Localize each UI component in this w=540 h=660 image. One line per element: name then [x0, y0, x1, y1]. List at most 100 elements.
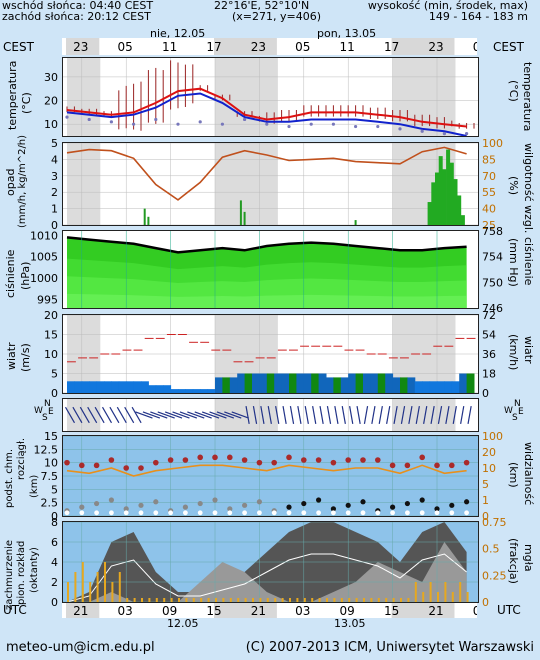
- day2-label: pon, 13.05: [317, 27, 377, 40]
- compass-letter-right: W: [504, 406, 513, 416]
- top-hour-label: 17: [206, 40, 221, 54]
- tick-label: 20: [44, 309, 58, 322]
- wind-speed-bar: [340, 377, 349, 393]
- sunset-text: zachód słońca: 20:12 CEST: [2, 10, 151, 23]
- tick-label: 1: [482, 494, 489, 507]
- wind-speed-bar: [459, 373, 468, 393]
- precip-type-bar: [244, 598, 247, 602]
- low-cloud-dot: [316, 510, 321, 516]
- wind-panel: [62, 314, 479, 394]
- wind-speed-bar: [192, 389, 201, 393]
- tick-label: 0: [482, 510, 489, 523]
- precip-type-bar: [104, 562, 106, 602]
- wind-speed-bar: [451, 381, 460, 393]
- wind-speed-bar: [118, 381, 127, 393]
- precip-type-bar: [89, 582, 92, 602]
- wind-speed-bar: [333, 377, 342, 393]
- cloud-base-dot: [94, 500, 100, 507]
- wind-speed-bar: [133, 381, 142, 393]
- cloud-base-dot: [345, 502, 351, 508]
- precip-type-bar: [111, 582, 114, 602]
- wind-speed-bar: [444, 381, 453, 393]
- dewpoint-point: [154, 117, 158, 122]
- tick-label: 0.25: [482, 569, 507, 582]
- tick-label: 6: [51, 536, 58, 549]
- dewpoint-point: [309, 122, 313, 126]
- visibility-line: [66, 464, 467, 477]
- wind-speed-bar: [81, 381, 90, 393]
- cloudiness-ylabel-left-unit: (oktanty): [29, 547, 40, 593]
- tick-label: 85: [482, 153, 496, 166]
- tick-label: 18: [482, 368, 496, 381]
- cloud-top-dot: [256, 459, 263, 466]
- top-hour-label: 11: [162, 40, 177, 54]
- wind-speed-bar: [222, 377, 231, 393]
- wind-direction-arrow: [408, 406, 413, 424]
- wind-speed-bar: [207, 389, 216, 393]
- wind-direction-arrow: [437, 406, 443, 424]
- wind-direction-arrow: [275, 406, 280, 424]
- cloud-base-dot: [242, 502, 248, 508]
- wind-speed-bar: [385, 373, 394, 393]
- cloud-top-dot: [212, 454, 218, 461]
- wind-speed-bar: [437, 381, 445, 393]
- low-cloud-dot: [286, 510, 292, 516]
- low-cloud-dot: [79, 510, 85, 516]
- cloudiness-ylabel-left: zachmurzenie: [4, 539, 15, 610]
- tick-label: 4: [51, 556, 58, 569]
- wind-speed-bar: [318, 373, 327, 393]
- precip-bar: [143, 208, 146, 225]
- wind-direction-arrow: [116, 406, 127, 424]
- wind-speed-bar: [296, 373, 305, 393]
- top-hour-label: 05: [295, 40, 310, 54]
- day1-label: nie, 12.05: [150, 27, 206, 40]
- wind-direction-arrow: [224, 411, 242, 419]
- low-cloud-dot: [242, 510, 248, 516]
- dewpoint-point: [398, 127, 402, 131]
- wind-speed-bar: [148, 385, 157, 393]
- visibility-ylabel-right: widzialność: [522, 442, 535, 506]
- top-hour-label: 23: [428, 40, 443, 54]
- cloud-top-dot: [197, 454, 203, 461]
- cloud-top-dot: [449, 462, 455, 469]
- wind-speed-bar: [229, 377, 238, 393]
- precip-bar: [446, 149, 451, 225]
- tick-label: 1005: [30, 251, 58, 264]
- wind-direction-arrow: [349, 406, 354, 424]
- precip-type-bar: [377, 598, 380, 602]
- dewpoint-point: [465, 132, 469, 136]
- precip-bar: [427, 202, 432, 225]
- temp-ylabel-right: temperatura: [521, 62, 534, 132]
- precipitation-panel: [62, 142, 479, 226]
- tick-label: 0: [482, 596, 489, 609]
- precip-type-bar: [222, 598, 225, 602]
- cloud-base-dot: [138, 502, 144, 508]
- tick-label: 12.5: [34, 443, 59, 456]
- bottom-hour-label: 21: [428, 604, 443, 618]
- footer-email[interactable]: meteo-um@icm.edu.pl: [6, 640, 155, 655]
- wind-direction-arrow: [142, 411, 161, 419]
- precip-type-bar: [274, 598, 277, 602]
- footer-copyright: (C) 2007-2013 ICM, Uniwersytet Warszawsk…: [245, 640, 534, 655]
- wind-direction-arrow: [334, 406, 339, 424]
- tick-label: 40: [482, 203, 496, 216]
- low-cloud-area: [67, 542, 467, 602]
- axis-night-band: [66, 603, 100, 618]
- wind-speed-bar: [414, 381, 423, 393]
- tz-top-left: CEST: [3, 40, 34, 54]
- wind-direction-arrow: [356, 406, 361, 424]
- compass-letter-left: N: [44, 399, 51, 409]
- tick-label: 1: [51, 203, 58, 216]
- wind-speed-bar: [185, 389, 194, 393]
- cloud-base-dot: [108, 497, 114, 503]
- top-hour-label: 23: [251, 40, 266, 54]
- temp-ylabel-left: temperatura: [6, 60, 19, 130]
- low-cloud-dot: [257, 510, 262, 516]
- cloud-top-dot: [64, 459, 70, 466]
- wind-direction-arrow: [260, 406, 265, 424]
- wind-speed-bar: [311, 373, 320, 393]
- top-hour-label: 11: [340, 40, 355, 54]
- tick-label: 70: [482, 170, 496, 183]
- wind-speed-bar: [244, 373, 253, 393]
- tz-top-right: CEST: [493, 40, 524, 54]
